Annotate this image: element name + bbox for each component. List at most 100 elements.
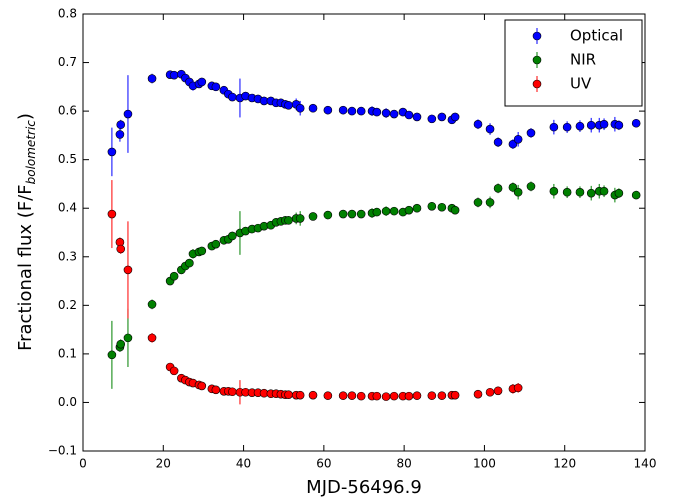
point <box>169 366 179 376</box>
point <box>599 186 609 196</box>
legend-marker <box>532 55 542 65</box>
point <box>372 107 382 117</box>
point <box>631 190 641 200</box>
point <box>295 390 305 400</box>
legend-label: NIR <box>570 51 596 69</box>
y-axis-title-end: ) <box>15 113 36 120</box>
point <box>347 209 357 219</box>
plot-frame <box>82 13 646 452</box>
series-1 <box>107 181 641 389</box>
point <box>513 134 523 144</box>
point <box>508 183 518 192</box>
y-tick-label: 0.6 <box>58 104 77 118</box>
point <box>107 147 117 157</box>
legend-label: Optical <box>570 27 623 45</box>
point <box>169 271 179 281</box>
legend-marker <box>532 31 542 41</box>
y-axis-title-subscript: bolometric <box>24 120 38 185</box>
point <box>116 120 126 130</box>
point <box>284 390 293 399</box>
point <box>228 231 237 241</box>
point <box>493 386 503 396</box>
point <box>631 118 641 128</box>
y-tick-label: 0.1 <box>58 346 77 360</box>
point <box>412 391 422 400</box>
point <box>115 130 125 139</box>
point <box>493 184 503 193</box>
point <box>116 339 126 349</box>
point <box>228 387 237 397</box>
point <box>437 112 447 122</box>
point <box>197 77 207 87</box>
point <box>308 212 318 221</box>
point <box>197 381 207 391</box>
y-tick-label: 0.2 <box>58 298 77 312</box>
point <box>116 244 126 254</box>
point <box>356 106 366 116</box>
point <box>347 106 357 116</box>
x-tick-label: 140 <box>634 457 657 471</box>
point <box>450 112 460 122</box>
x-tick-label: 40 <box>236 457 251 471</box>
point <box>427 391 437 400</box>
point <box>147 74 157 83</box>
point <box>338 391 348 400</box>
point <box>147 333 157 343</box>
point <box>147 300 157 309</box>
point <box>356 209 366 219</box>
point <box>575 187 585 197</box>
x-tick-label: 60 <box>316 457 331 471</box>
point <box>295 214 305 223</box>
point <box>107 350 117 360</box>
x-tick-label: 120 <box>553 457 576 471</box>
point <box>338 105 348 115</box>
point <box>372 207 382 217</box>
point <box>228 92 237 102</box>
point <box>562 187 572 197</box>
point <box>381 108 391 118</box>
point <box>323 105 333 115</box>
point <box>473 198 483 207</box>
y-tick-label: −0.1 <box>48 444 77 458</box>
point <box>485 387 495 397</box>
point <box>485 124 495 134</box>
point <box>389 109 399 119</box>
x-axis-title: MJD-56496.9 <box>306 477 422 498</box>
point <box>586 120 596 130</box>
point <box>614 188 624 198</box>
y-axis-title-main: Fractional flux (F/F <box>15 184 36 351</box>
point <box>197 246 207 256</box>
point <box>437 202 447 212</box>
point <box>211 239 221 249</box>
point <box>412 203 422 213</box>
point <box>123 109 133 119</box>
point <box>404 110 414 120</box>
point <box>356 391 366 401</box>
point <box>308 390 318 400</box>
point <box>284 216 293 225</box>
point <box>513 187 523 197</box>
series-2 <box>107 180 523 405</box>
point <box>508 139 518 149</box>
point <box>123 333 133 343</box>
point <box>599 119 609 129</box>
point <box>485 198 495 207</box>
point <box>211 385 221 395</box>
y-tick-label: 0.0 <box>58 395 77 409</box>
point <box>562 122 572 132</box>
legend-marker <box>532 79 542 89</box>
point <box>338 209 348 219</box>
point <box>185 258 194 268</box>
point <box>323 210 333 220</box>
point <box>473 119 483 129</box>
point <box>450 390 460 400</box>
point <box>614 120 624 130</box>
y-axis-title: Fractional flux (F/Fbolometric) <box>15 113 38 351</box>
point <box>347 391 357 400</box>
point <box>549 186 559 196</box>
point <box>412 112 422 122</box>
point <box>427 201 437 211</box>
y-tick-label: 0.3 <box>58 249 77 263</box>
y-tick-label: 0.5 <box>58 152 77 166</box>
